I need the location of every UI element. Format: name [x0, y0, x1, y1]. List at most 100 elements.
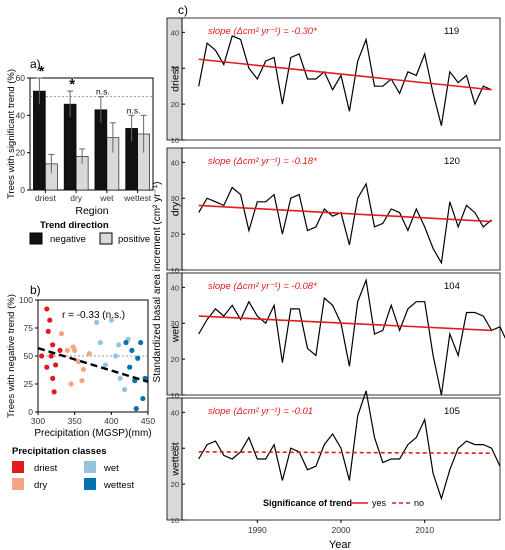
- a-significance-marker: n.s.: [127, 105, 141, 115]
- panel-c-time-series: Standardized basal area increment (cm² y…: [152, 17, 505, 550]
- c-slope-label: slope (Δcm² yr⁻¹) = -0.08*: [208, 281, 317, 292]
- b-point-driest: [44, 364, 50, 370]
- panel-label-c: c): [178, 3, 188, 17]
- b-point-driest: [57, 347, 63, 353]
- b-point-driest: [45, 328, 51, 334]
- c-n-label: 120: [444, 156, 460, 167]
- c-n-label: 105: [444, 406, 460, 417]
- legend-label-negative: negative: [50, 234, 86, 245]
- b-point-wet: [116, 342, 122, 348]
- b-point-wet: [121, 387, 128, 393]
- a-significance-marker: *: [69, 76, 75, 93]
- b-ytick-label: 75: [24, 323, 34, 333]
- c-ytick-label: 10: [171, 136, 179, 145]
- b-point-wet: [97, 339, 103, 346]
- a-xtick-label: dry: [70, 193, 83, 203]
- b-point-dry: [80, 366, 87, 373]
- c-slope-label: slope (Δcm² yr⁻¹) = -0.30*: [208, 26, 317, 37]
- b-point-wettest: [138, 339, 144, 346]
- c-facet-frame: [181, 17, 501, 141]
- c-n-label: 104: [444, 281, 460, 292]
- panel-b-xlabel: Precipitation (MGSP)(mm): [34, 428, 151, 439]
- c-ytick-label: 20: [171, 355, 179, 364]
- b-point-dry: [64, 347, 70, 353]
- legend-label-dry: dry: [34, 480, 47, 491]
- panel-a-ylabel: Trees with significant trend (%): [6, 69, 17, 199]
- b-point-dry: [86, 351, 92, 357]
- c-n-label: 119: [444, 26, 459, 37]
- c-facet-dry: dry 10 20 30 40 slope (Δcm² yr⁻¹) = -0.18* 120: [166, 147, 501, 275]
- legend-swatch-dry: [12, 478, 24, 490]
- c-slope-label: slope (Δcm² yr⁻¹) = -0.01: [208, 406, 313, 417]
- legend-swatch-driest: [12, 461, 24, 473]
- panel-a-bar-chart: Trees with significant trend (%) Region …: [6, 63, 154, 245]
- b-point-driest: [48, 353, 54, 359]
- c-ytick-label: 40: [171, 158, 179, 167]
- b-ytick-label: 50: [24, 351, 34, 361]
- b-point-wettest: [133, 406, 139, 412]
- b-point-wettest: [140, 395, 146, 402]
- c-ytick-label: 40: [171, 28, 179, 37]
- c-ytick-label: 40: [171, 283, 179, 292]
- c-legend: Significance of trend yes no: [263, 498, 424, 508]
- a-xtick-label: wettest: [123, 193, 152, 203]
- b-ytick-label: 100: [19, 295, 33, 305]
- panel-label-a: a): [30, 57, 41, 71]
- b-point-driest: [50, 342, 56, 348]
- b-xtick-label: 400: [104, 416, 118, 426]
- b-point-wettest: [123, 339, 129, 346]
- c-xtick-label: 2000: [332, 525, 351, 535]
- a-bar-negative: [33, 90, 46, 191]
- b-point-wet: [108, 317, 114, 323]
- a-xtick-label: driest: [35, 193, 56, 203]
- legend-label-wettest: wettest: [103, 480, 134, 491]
- c-ytick-label: 10: [171, 391, 179, 400]
- b-point-wet: [117, 375, 123, 381]
- c-slope-label: slope (Δcm² yr⁻¹) = -0.18*: [208, 156, 317, 167]
- legend-label-driest: driest: [34, 463, 58, 474]
- c-series-line: [198, 35, 492, 126]
- c-facet-label: dry: [170, 201, 182, 216]
- panel-a-legend-title: Trend direction: [40, 220, 109, 231]
- c-ytick-label: 30: [171, 444, 179, 453]
- b-point-driest: [47, 317, 53, 323]
- panel-a-frame: [29, 77, 154, 191]
- b-point-wet: [102, 362, 109, 368]
- c-legend-title: Significance of trend: [263, 498, 352, 508]
- b-xtick-label: 350: [68, 416, 82, 426]
- b-point-driest: [51, 389, 57, 395]
- panel-c-ylabel: Standardized basal area increment (cm² y…: [152, 182, 163, 383]
- panel-b-scatter: Trees with negative trend (%) Precipitat…: [6, 294, 155, 491]
- c-ytick-label: 30: [171, 64, 179, 73]
- c-trend-line: [198, 204, 492, 223]
- b-point-wettest: [127, 364, 133, 370]
- panel-c-xlabel: Year: [329, 539, 352, 550]
- c-ytick-label: 10: [171, 266, 179, 275]
- b-point-wettest: [129, 347, 135, 353]
- a-significance-marker: n.s.: [96, 87, 110, 97]
- b-point-dry: [72, 347, 78, 353]
- a-xtick-label: wet: [99, 193, 114, 203]
- b-point-wet: [94, 319, 100, 325]
- c-facet-label: wet: [170, 326, 182, 343]
- c-facet-label: driest: [170, 66, 182, 92]
- legend-swatch-negative: [29, 232, 43, 245]
- b-point-dry: [58, 331, 65, 337]
- c-ytick-label: 30: [171, 319, 179, 328]
- c-ytick-label: 20: [171, 230, 179, 239]
- c-legend-label-yes: yes: [372, 498, 387, 508]
- a-ytick-label: 20: [16, 148, 26, 158]
- legend-label-positive: positive: [118, 234, 150, 245]
- c-facet-label: wettest: [170, 442, 182, 476]
- b-point-driest: [50, 375, 56, 381]
- c-ytick-label: 30: [171, 194, 179, 203]
- a-significance-marker: *: [38, 63, 44, 80]
- c-trend-line: [198, 58, 492, 91]
- c-facet-wet: wet 10 20 30 40 slope (Δcm² yr⁻¹) = -0.08* 104: [166, 272, 505, 400]
- panel-label-b: b): [30, 283, 41, 297]
- b-point-wet: [113, 353, 119, 359]
- b-ytick-label: 0: [28, 407, 33, 417]
- legend-swatch-wettest: [84, 478, 96, 490]
- b-point-wettest: [135, 355, 141, 361]
